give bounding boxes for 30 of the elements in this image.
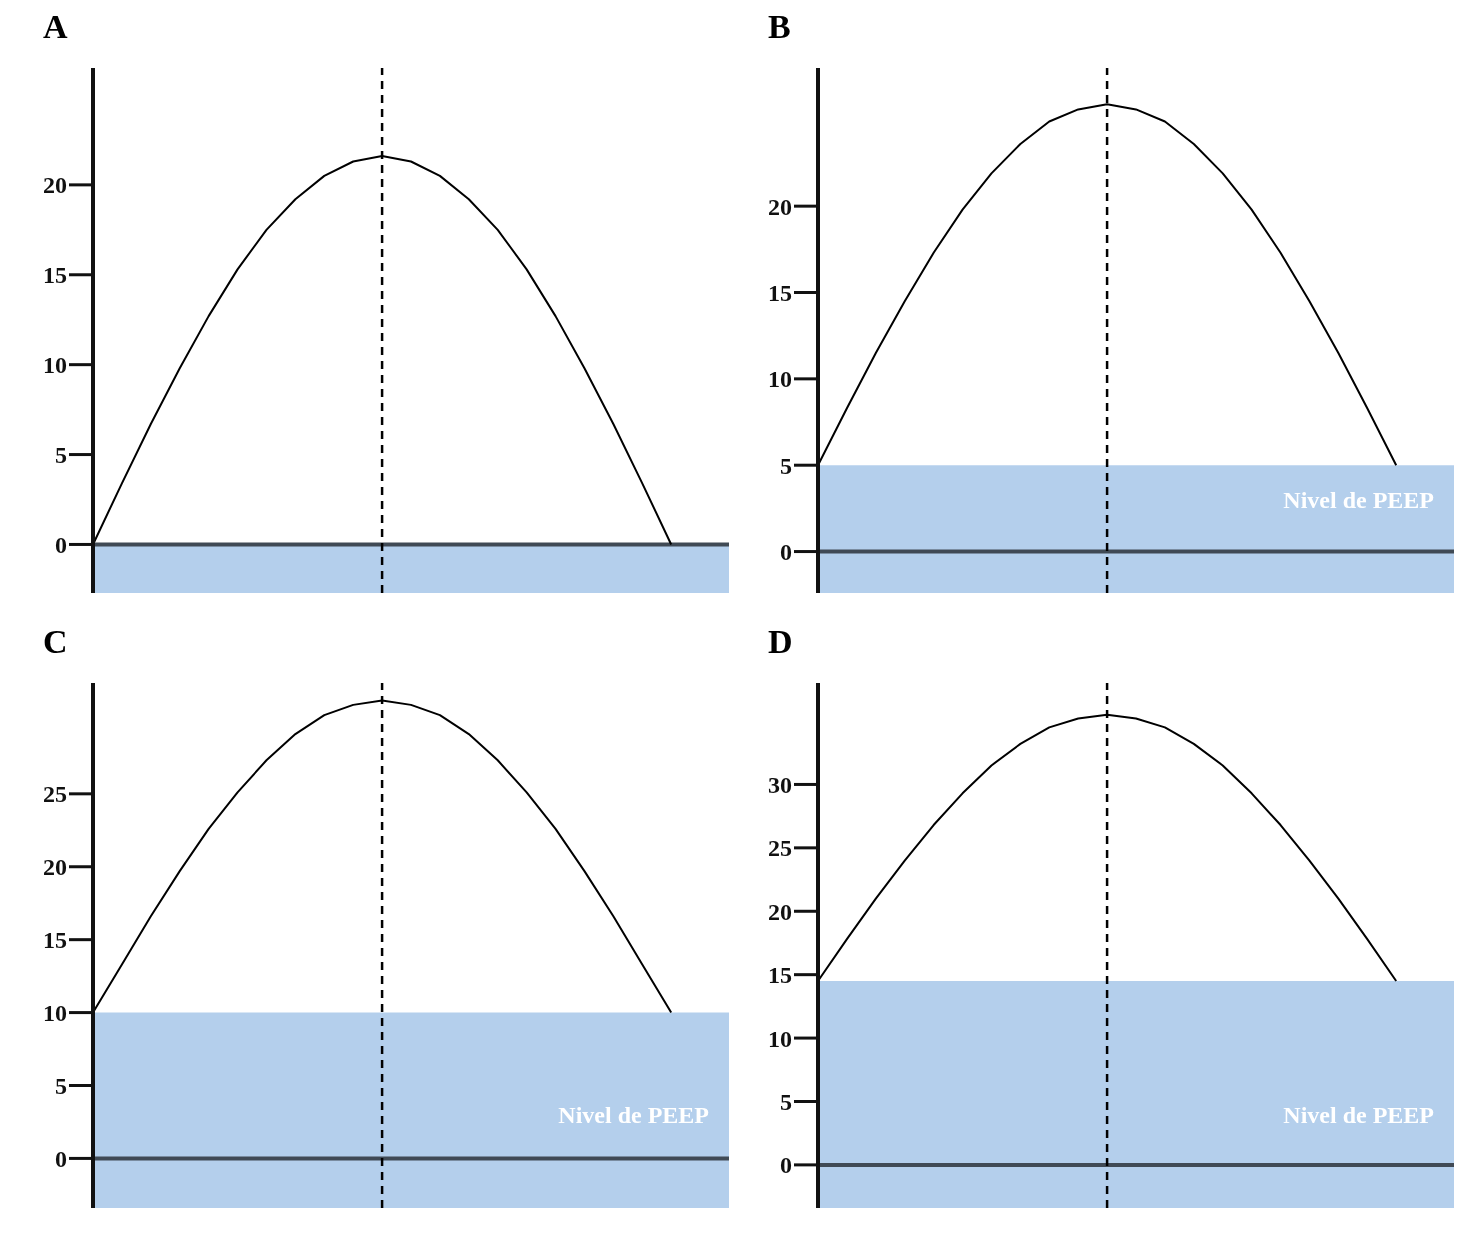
y-tick-label: 0 bbox=[55, 531, 67, 558]
y-tick-label: 10 bbox=[768, 1025, 792, 1052]
y-tick-label: 5 bbox=[55, 1073, 67, 1100]
chart-title: D bbox=[768, 623, 793, 661]
y-tick-label: 15 bbox=[43, 262, 67, 289]
y-tick-label: 5 bbox=[780, 452, 792, 479]
y-tick-label: 5 bbox=[780, 1089, 792, 1115]
y-tick-label: 15 bbox=[43, 927, 67, 954]
y-tick-label: 20 bbox=[43, 854, 67, 881]
y-tick-label: 25 bbox=[768, 835, 792, 862]
band-label: Nivel de PEEP bbox=[558, 1102, 709, 1128]
y-tick-label: 10 bbox=[768, 366, 792, 393]
y-tick-label: 25 bbox=[43, 781, 67, 808]
y-tick-label: 0 bbox=[780, 539, 792, 566]
chart-title: A bbox=[43, 8, 68, 46]
y-tick-label: 10 bbox=[43, 1000, 67, 1027]
chart-title: C bbox=[43, 623, 68, 661]
y-tick-label: 0 bbox=[55, 1145, 67, 1172]
y-tick-label: 15 bbox=[768, 962, 792, 989]
chart-title: B bbox=[768, 8, 791, 46]
band-label: Nivel de PEEP bbox=[1283, 1102, 1434, 1128]
y-tick-label: 20 bbox=[768, 898, 792, 925]
y-tick-label: 5 bbox=[55, 442, 67, 469]
y-tick-label: 0 bbox=[780, 1152, 792, 1179]
y-tick-label: 30 bbox=[768, 771, 792, 798]
y-tick-label: 20 bbox=[43, 172, 67, 199]
band-label: Nivel de PEEP bbox=[1283, 487, 1434, 513]
y-tick-label: 20 bbox=[768, 193, 792, 220]
y-tick-label: 10 bbox=[43, 352, 67, 379]
y-tick-label: 15 bbox=[768, 280, 792, 307]
